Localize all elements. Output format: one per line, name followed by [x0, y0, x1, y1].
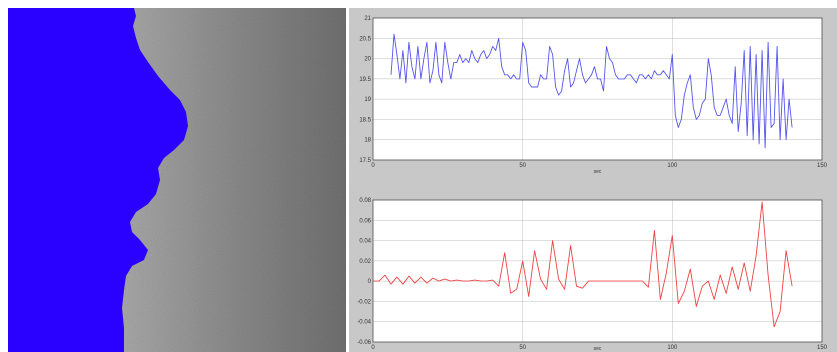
y-tick-label: 0.08 — [359, 198, 371, 204]
x-axis-label: sec — [594, 346, 602, 352]
y-tick-label: -0.04 — [357, 320, 371, 326]
x-tick-label: 0 — [371, 345, 375, 351]
y-tick-label: -0.02 — [357, 299, 371, 305]
y-tick-label: 19.5 — [359, 77, 371, 83]
y-tick-label: 20.5 — [359, 36, 371, 42]
axes-area — [372, 17, 823, 161]
x-tick-label: 100 — [667, 345, 678, 351]
x-tick-label: 0 — [371, 163, 375, 169]
segmented-blue-region — [8, 8, 188, 352]
top-plot: 0 50 100 150 17.5 18 18.5 19 19.5 20 20.5 21 sec — [359, 16, 827, 175]
y-tick-label: 20 — [364, 57, 371, 63]
y-tick-label: 0.06 — [359, 218, 371, 224]
segmented-image-panel — [8, 8, 346, 352]
y-tick-label: 0.04 — [359, 239, 371, 245]
series-line — [373, 201, 793, 328]
bottom-plot: 0 50 100 150 -0.06 -0.04 -0.02 0 0.02 0.04 0.06 0.0… — [357, 198, 827, 352]
axes-border — [372, 199, 823, 343]
y-tick-label: 0.02 — [359, 259, 371, 265]
x-tick-label: 50 — [519, 345, 526, 351]
y-tick-label: 17.5 — [359, 158, 371, 164]
series-line — [390, 33, 793, 149]
y-tick-label: 18.5 — [359, 117, 371, 123]
axes-border — [372, 17, 823, 161]
x-tick-label: 100 — [667, 163, 678, 169]
axes-area — [372, 199, 823, 343]
x-axis-label: sec — [594, 169, 602, 175]
plots-figure: 0 50 100 150 17.5 18 18.5 19 19.5 20 20.5 21 sec 0 50… — [349, 8, 837, 352]
segmented-grayscale-image — [8, 8, 346, 352]
y-tick-label: 19 — [364, 97, 371, 103]
y-tick-label: 0 — [368, 279, 372, 285]
y-tick-label: 21 — [364, 16, 371, 22]
y-tick-label: -0.06 — [357, 340, 371, 346]
x-tick-label: 50 — [519, 163, 526, 169]
x-tick-label: 150 — [817, 163, 828, 169]
y-tick-label: 18 — [364, 138, 371, 144]
plots-canvas: 0 50 100 150 17.5 18 18.5 19 19.5 20 20.5 21 sec 0 50… — [357, 16, 827, 352]
x-tick-label: 150 — [817, 345, 828, 351]
